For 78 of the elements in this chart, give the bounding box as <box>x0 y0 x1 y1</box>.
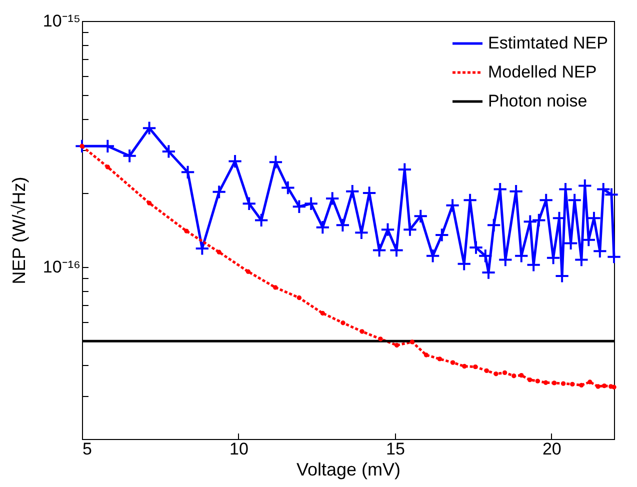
point <box>586 210 602 226</box>
point <box>292 199 307 214</box>
point <box>212 184 226 200</box>
point <box>254 212 269 228</box>
point <box>484 368 489 374</box>
point <box>378 336 383 342</box>
point <box>538 192 554 208</box>
point <box>579 382 584 388</box>
point <box>519 372 524 378</box>
point <box>74 138 90 154</box>
point <box>434 228 450 242</box>
point <box>180 164 196 180</box>
point <box>532 212 546 228</box>
point <box>425 248 440 264</box>
point <box>142 120 157 136</box>
point <box>146 200 152 206</box>
point <box>105 164 110 170</box>
point <box>304 196 318 211</box>
point <box>360 329 364 334</box>
point <box>246 269 251 274</box>
point <box>268 154 284 170</box>
point <box>122 148 137 164</box>
point <box>345 184 360 199</box>
point <box>512 374 516 378</box>
point <box>296 295 302 300</box>
point <box>280 180 296 196</box>
point <box>402 222 418 237</box>
point <box>560 381 566 386</box>
point <box>372 242 387 258</box>
point <box>394 342 400 348</box>
point <box>354 225 369 240</box>
point <box>473 364 478 370</box>
point <box>462 364 467 369</box>
point <box>612 384 616 390</box>
point <box>437 356 442 362</box>
point <box>100 138 115 154</box>
point <box>588 380 592 384</box>
point <box>161 144 176 159</box>
legend-label: Modelled NEP <box>488 62 597 82</box>
point <box>570 382 575 387</box>
point <box>335 218 350 232</box>
point <box>325 191 340 206</box>
point <box>80 144 84 148</box>
point <box>273 285 278 290</box>
point <box>216 250 222 254</box>
point <box>450 360 456 365</box>
point <box>228 154 242 169</box>
x-tick-label: 10 <box>230 440 248 458</box>
x-tick-label: 5 <box>82 440 92 458</box>
point <box>380 222 396 237</box>
point <box>194 241 210 256</box>
point <box>445 198 460 213</box>
point <box>410 340 414 344</box>
point <box>494 372 498 376</box>
point <box>535 378 540 384</box>
x-tick-label: 15 <box>386 440 405 458</box>
point <box>602 383 607 388</box>
point <box>552 380 557 386</box>
point <box>543 380 548 385</box>
legend-label: Estimtated NEP <box>488 34 608 52</box>
point <box>389 242 404 258</box>
point <box>320 310 325 316</box>
point <box>424 352 429 358</box>
point <box>413 208 428 224</box>
x-axis-title: Voltage (mV) <box>296 460 401 480</box>
point <box>184 228 189 234</box>
point <box>527 377 532 382</box>
point <box>596 384 600 389</box>
legend-label: Photon noise <box>488 92 588 110</box>
point <box>340 320 346 326</box>
y-axis-title: NEP (W/√Hz) <box>8 176 29 284</box>
point <box>486 218 502 232</box>
point <box>242 196 256 211</box>
point <box>502 370 508 376</box>
x-tick-label: 20 <box>542 440 562 458</box>
y-tick-label: 10⁻¹⁶ <box>42 258 80 277</box>
point <box>315 220 330 235</box>
y-tick-label: 10⁻¹⁵ <box>42 12 80 30</box>
